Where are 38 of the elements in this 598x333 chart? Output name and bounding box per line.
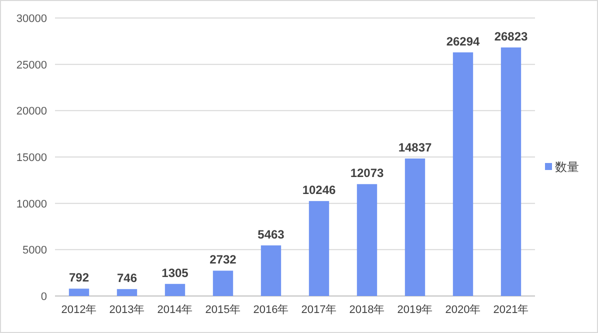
bar xyxy=(500,47,522,296)
x-tick-label: 2021年 xyxy=(493,304,529,316)
bar xyxy=(452,52,474,296)
data-label: 792 xyxy=(68,270,90,285)
data-label: 10246 xyxy=(302,183,336,198)
y-tick-label: 20000 xyxy=(16,106,47,118)
data-label: 12073 xyxy=(350,166,384,180)
x-tick-label: 2020年 xyxy=(445,304,481,316)
bar xyxy=(356,184,378,296)
x-tick-label: 2018年 xyxy=(349,304,385,316)
x-tick-label: 2012年 xyxy=(61,304,97,316)
y-tick-label: 10000 xyxy=(16,198,47,210)
data-label: 14837 xyxy=(398,140,432,155)
bar xyxy=(308,201,330,296)
x-tick-label: 2015年 xyxy=(205,304,241,316)
bar xyxy=(212,270,234,296)
bar xyxy=(404,158,426,296)
x-tick-label: 2016年 xyxy=(253,304,289,316)
data-label: 2732 xyxy=(210,252,237,267)
data-label: 1305 xyxy=(162,266,189,280)
y-tick-label: 25000 xyxy=(16,59,47,72)
y-tick-label: 0 xyxy=(40,291,47,303)
y-tick-label: 30000 xyxy=(16,13,47,25)
x-tick-label: 2014年 xyxy=(157,304,193,316)
bar xyxy=(164,284,186,296)
bar xyxy=(260,245,282,296)
bar xyxy=(116,289,138,296)
data-label: 26294 xyxy=(446,34,480,48)
data-label: 5463 xyxy=(258,227,285,242)
bar xyxy=(68,288,90,296)
y-tick-label: 15000 xyxy=(16,152,47,164)
data-label: 746 xyxy=(116,271,138,286)
legend-label: 数量 xyxy=(555,160,579,174)
data-label: 26823 xyxy=(494,29,528,44)
x-tick-label: 2013年 xyxy=(109,304,145,316)
x-tick-label: 2017年 xyxy=(301,304,337,316)
y-tick-label: 5000 xyxy=(22,244,47,257)
x-tick-label: 2019年 xyxy=(397,304,433,316)
